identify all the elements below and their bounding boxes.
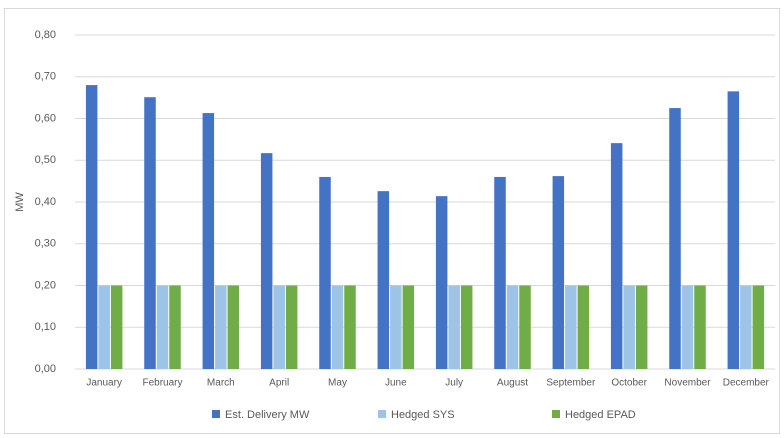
bar: [377, 191, 390, 369]
bar: [460, 285, 473, 369]
bar: [144, 97, 156, 370]
bar: [215, 285, 227, 369]
bar: [565, 285, 577, 369]
x-tick-label: July: [445, 378, 463, 389]
bar: [623, 285, 635, 369]
legend-swatch: [552, 410, 560, 418]
y-tick-label: 0,10: [35, 321, 56, 333]
chart-frame: [4, 8, 780, 434]
bar: [344, 285, 356, 369]
bar: [727, 91, 740, 370]
bar: [331, 285, 344, 369]
bar: [635, 285, 648, 369]
x-tick-label: November: [664, 378, 711, 389]
bar: [494, 176, 506, 369]
bar: [694, 285, 706, 369]
legend-label: Hedged EPAD: [565, 409, 636, 421]
bar: [260, 153, 273, 369]
bar: [448, 285, 460, 369]
bar: [681, 285, 694, 369]
bar: [577, 285, 590, 369]
y-tick-label: 0,20: [35, 279, 56, 291]
y-tick-label: 0,00: [35, 363, 56, 375]
y-tick-label: 0,60: [35, 112, 56, 124]
y-axis-label: MW: [14, 192, 26, 212]
x-tick-label: September: [546, 378, 596, 389]
bar: [552, 176, 565, 369]
x-tick-label: October: [611, 378, 647, 389]
y-tick-label: 0,50: [35, 154, 56, 166]
bar: [156, 285, 169, 369]
bar: [285, 285, 298, 369]
x-tick-label: January: [86, 378, 122, 389]
bar: [273, 285, 285, 369]
bar: [519, 285, 531, 369]
x-tick-label: April: [269, 378, 289, 389]
bar: [740, 285, 752, 369]
bar: [110, 285, 123, 369]
legend-label: Hedged SYS: [391, 409, 455, 421]
bar: [402, 285, 415, 369]
bar: [390, 285, 402, 369]
x-tick-label: December: [723, 378, 770, 389]
y-tick-label: 0,80: [35, 29, 56, 41]
x-tick-label: February: [142, 378, 182, 389]
bar: [227, 285, 240, 369]
x-tick-label: March: [207, 378, 235, 389]
x-tick-label: May: [328, 378, 347, 389]
bar: [202, 113, 215, 369]
bar: [169, 285, 181, 369]
legend-label: Est. Delivery MW: [225, 409, 310, 421]
legend-swatch: [378, 410, 386, 418]
y-tick-label: 0,70: [35, 71, 56, 83]
bar: [85, 85, 98, 369]
bar: [98, 285, 110, 369]
bar: [752, 285, 765, 369]
bar: [435, 196, 448, 369]
bar: [669, 108, 681, 369]
bar: [610, 143, 623, 369]
x-tick-label: June: [385, 378, 407, 389]
bar: [506, 285, 519, 369]
bar: [319, 176, 331, 369]
x-tick-label: August: [497, 378, 528, 389]
y-tick-label: 0,40: [35, 196, 56, 208]
y-tick-label: 0,30: [35, 238, 56, 250]
legend-swatch: [212, 410, 220, 418]
